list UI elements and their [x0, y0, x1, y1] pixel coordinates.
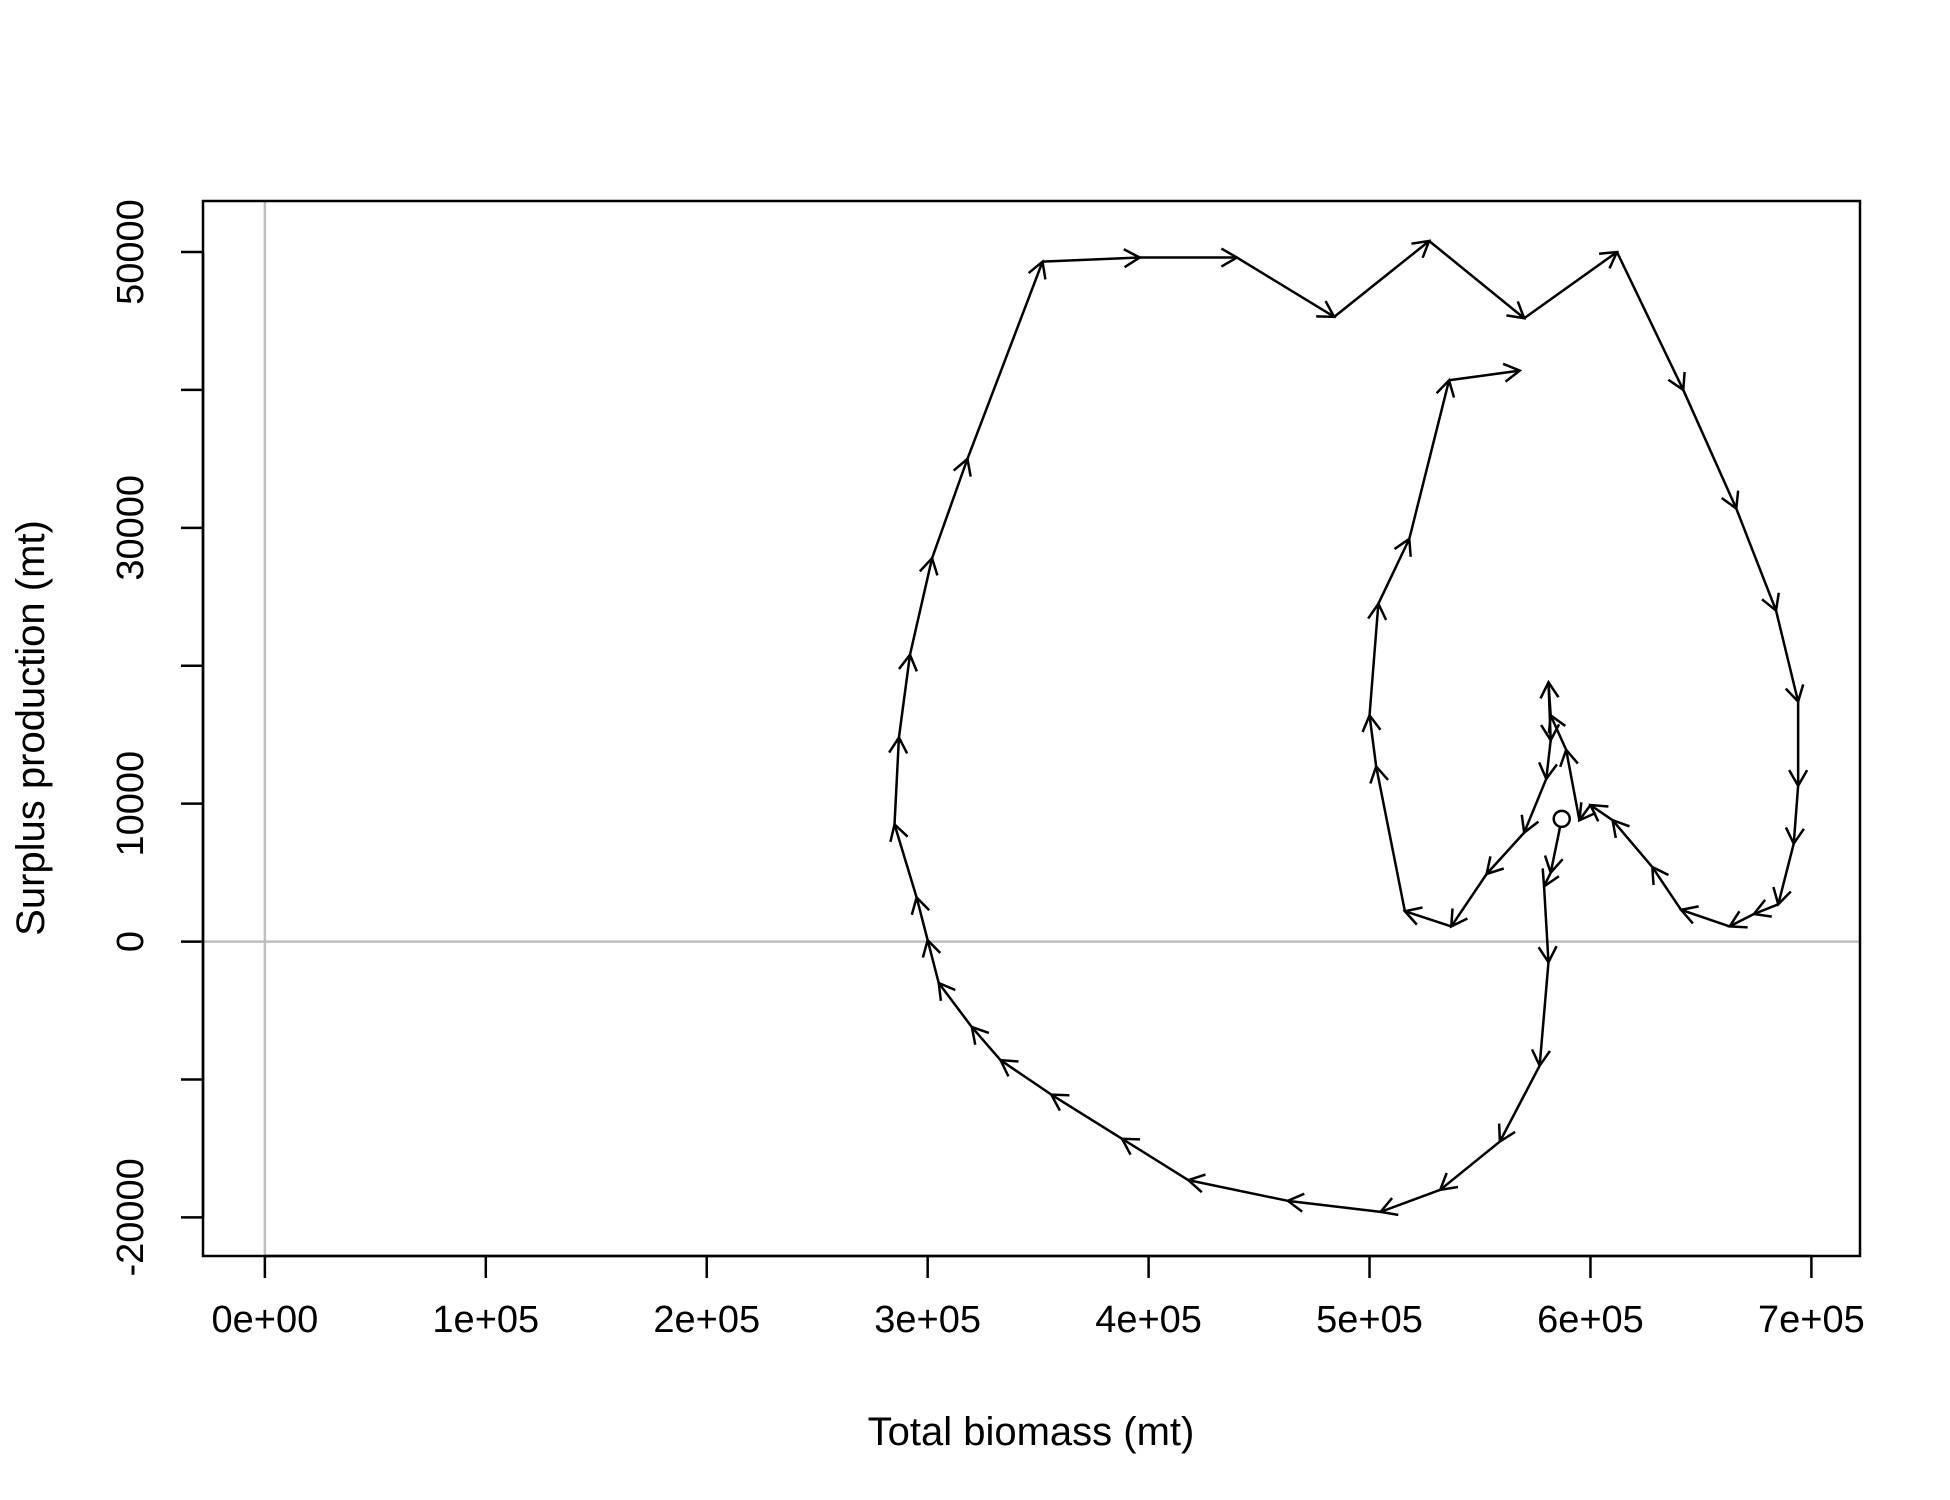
trajectory-arrowhead — [910, 895, 931, 916]
trajectory-segment — [1549, 714, 1568, 751]
x-tick-label: 1e+05 — [432, 1299, 539, 1341]
y-tick-label: 10000 — [110, 751, 152, 857]
y-axis-title: Surplus production (mt) — [9, 520, 53, 936]
trajectory-segment — [1287, 1199, 1381, 1214]
trajectory-segment — [966, 261, 1044, 460]
trajectory-segment — [1792, 785, 1800, 844]
trajectory-arrowhead — [921, 937, 942, 958]
trajectory-segment — [1589, 804, 1614, 822]
trajectory-segment — [1542, 886, 1550, 963]
start-point-marker — [1552, 809, 1571, 829]
trajectory-segment — [1368, 715, 1378, 767]
trajectory-segment — [1774, 610, 1800, 702]
trajectory-arrowhead — [1435, 377, 1456, 398]
trajectory-segment — [1729, 912, 1755, 928]
trajectory-segment — [1485, 831, 1526, 875]
trajectory-segment — [1777, 843, 1795, 905]
trajectory-segment — [1523, 251, 1618, 320]
trajectory-segment — [1542, 872, 1552, 887]
trajectory-arrowhead — [1667, 371, 1686, 393]
trajectory-segment — [893, 823, 918, 898]
trajectory-segment — [1448, 369, 1520, 382]
y-axis: -20000 0 10000 30000 50000 — [110, 199, 205, 1277]
trajectory-segment — [1578, 804, 1592, 821]
trajectory-segment — [999, 1059, 1053, 1096]
trajectory-segment — [1380, 1188, 1441, 1214]
trajectory-segment — [1377, 538, 1411, 605]
x-tick-label: 0e+00 — [211, 1299, 318, 1341]
trajectory-segment — [897, 654, 912, 738]
trajectory-segment — [1498, 1065, 1541, 1143]
trajectory-segment — [915, 897, 929, 941]
trajectory-segment — [1682, 389, 1738, 510]
trajectory-arrowhead — [1369, 763, 1389, 784]
trajectory-segment — [1611, 819, 1654, 868]
reference-lines — [203, 201, 1860, 1256]
trajectory-segment — [1428, 240, 1525, 320]
trajectory-arrowhead — [1788, 769, 1809, 789]
x-tick-label: 5e+05 — [1316, 1299, 1423, 1341]
trajectory-arrowhead — [1411, 239, 1432, 259]
trajectory-segment — [937, 982, 973, 1028]
trajectory-arrowhead — [1559, 747, 1579, 768]
trajectory-segment — [1042, 256, 1140, 263]
trajectory-segment — [1408, 379, 1451, 540]
x-tick-label: 3e+05 — [874, 1299, 981, 1341]
trajectory-arrowhead — [1438, 1172, 1459, 1192]
trajectory-segment — [926, 939, 940, 984]
y-tick-label: 0 — [110, 931, 152, 952]
x-axis-title: Total biomass (mt) — [868, 1410, 1195, 1454]
trajectory-arrowhead — [1506, 300, 1527, 320]
trajectory-segment — [1333, 240, 1430, 318]
trajectory-segment — [1050, 1093, 1123, 1140]
trajectory-segment — [1523, 778, 1548, 834]
y-tick-label: 50000 — [110, 199, 152, 305]
trajectory-arrowhead — [1361, 712, 1382, 733]
y-tick-label: 30000 — [110, 475, 152, 581]
trajectory-series — [888, 239, 1809, 1217]
trajectory-segment — [1368, 603, 1380, 716]
trajectory-segment — [1564, 749, 1581, 821]
trajectory-segment — [908, 557, 934, 655]
trajectory-segment — [1374, 766, 1407, 912]
x-axis: 0e+00 1e+05 2e+05 3e+05 4e+05 5e+05 6e+05 7e+05 — [211, 1254, 1865, 1341]
trajectory-arrowhead — [1727, 910, 1748, 929]
trajectory-segment — [1753, 903, 1779, 916]
trajectory-segment — [1680, 908, 1731, 928]
trajectory-segment — [1188, 1178, 1289, 1203]
x-tick-label: 4e+05 — [1095, 1299, 1202, 1341]
trajectory-arrowhead — [1598, 250, 1620, 269]
trajectory-segment — [930, 458, 969, 559]
trajectory-segment — [1121, 1137, 1190, 1182]
trajectory-segment — [1615, 251, 1685, 391]
trajectory-segment — [1236, 256, 1335, 318]
trajectory-segment — [970, 1026, 1002, 1061]
trajectory-segment — [1404, 910, 1452, 928]
trajectory-arrowhead — [1402, 906, 1423, 926]
x-tick-label: 2e+05 — [653, 1299, 760, 1341]
trajectory-arrowhead — [1502, 362, 1523, 383]
trajectory-segment — [893, 737, 901, 825]
trajectory-arrowhead — [998, 1058, 1019, 1077]
trajectory-segment — [1547, 682, 1552, 741]
y-tick-label: -20000 — [110, 1158, 152, 1276]
trajectory-segment — [1450, 873, 1488, 928]
x-tick-label: 7e+05 — [1758, 1299, 1865, 1341]
trajectory-arrowhead — [952, 456, 972, 477]
trajectory-segment — [1651, 866, 1683, 911]
trajectory-segment — [1735, 508, 1778, 612]
x-tick-label: 6e+05 — [1537, 1299, 1644, 1341]
trajectory-segment — [1545, 740, 1552, 779]
plot-frame — [201, 199, 1862, 1258]
trajectory-segment — [1538, 962, 1550, 1066]
trajectory-segment — [1439, 1140, 1501, 1191]
